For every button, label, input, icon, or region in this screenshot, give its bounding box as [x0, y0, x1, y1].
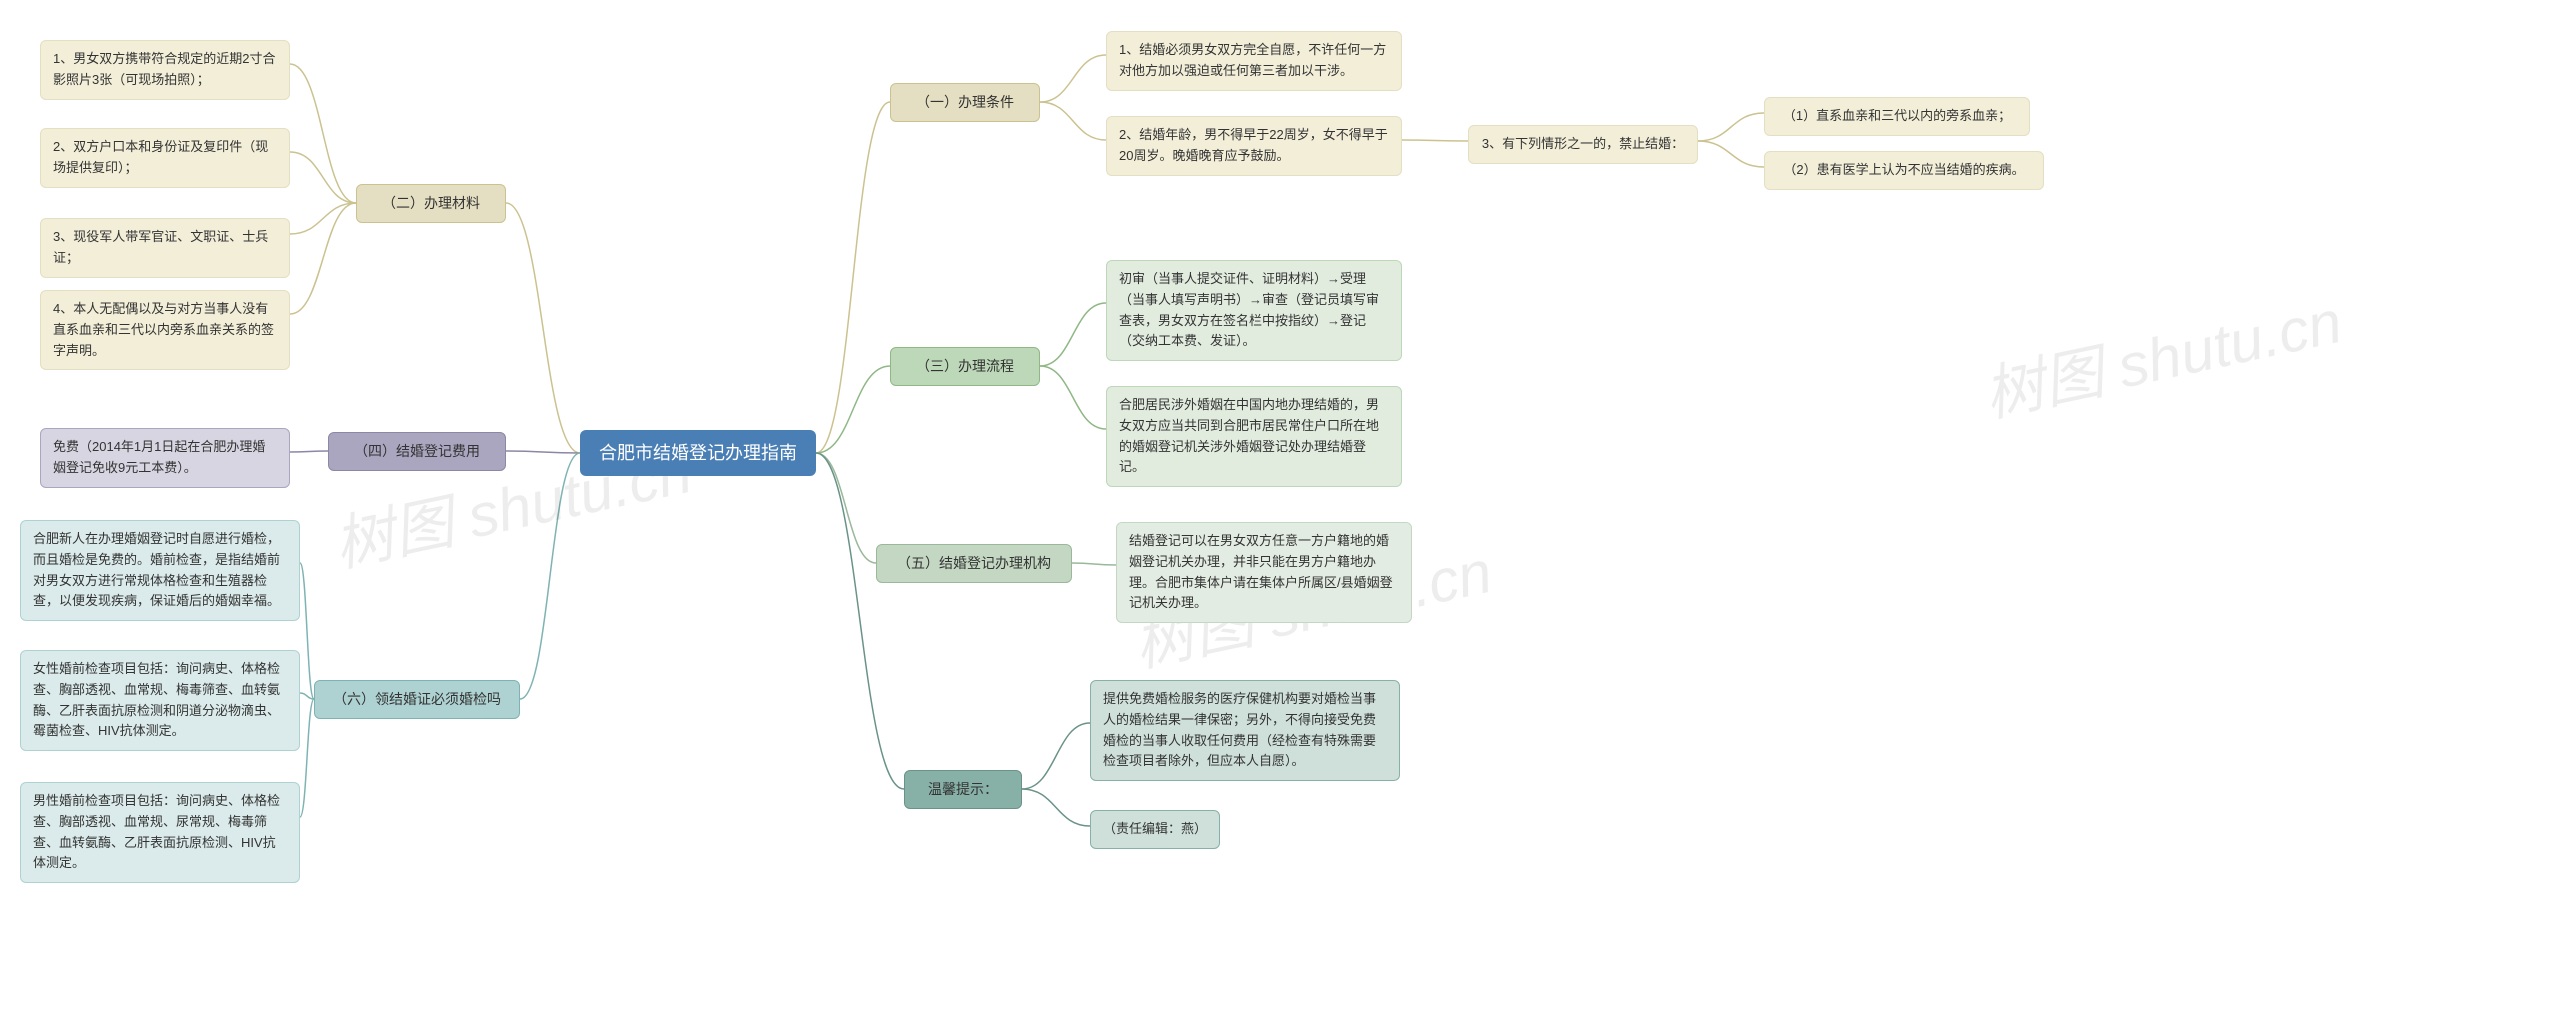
leaf-node[interactable]: 4、本人无配偶以及与对方当事人没有直系血亲和三代以内旁系血亲关系的签字声明。 [40, 290, 290, 370]
leaf-node[interactable]: 初审（当事人提交证件、证明材料）→受理（当事人填写声明书）→审查（登记员填写审查… [1106, 260, 1402, 361]
mindmap-canvas: 树图 shutu.cn树图 shutu.cn树图 shutu.cn合肥市结婚登记… [0, 0, 2560, 1035]
leaf-node[interactable]: 1、男女双方携带符合规定的近期2寸合影照片3张（可现场拍照）； [40, 40, 290, 100]
leaf-node[interactable]: 男性婚前检查项目包括：询问病史、体格检查、胸部透视、血常规、尿常规、梅毒筛查、血… [20, 782, 300, 883]
leaf-node[interactable]: （1）直系血亲和三代以内的旁系血亲； [1764, 97, 2030, 136]
leaf-node[interactable]: 免费（2014年1月1日起在合肥办理婚姻登记免收9元工本费）。 [40, 428, 290, 488]
leaf-node[interactable]: 结婚登记可以在男女双方任意一方户籍地的婚姻登记机关办理，并非只能在男方户籍地办理… [1116, 522, 1412, 623]
section-node[interactable]: 温馨提示： [904, 770, 1022, 809]
leaf-node[interactable]: （责任编辑：燕） [1090, 810, 1220, 849]
leaf-node[interactable]: 提供免费婚检服务的医疗保健机构要对婚检当事人的婚检结果一律保密；另外，不得向接受… [1090, 680, 1400, 781]
section-node[interactable]: （五）结婚登记办理机构 [876, 544, 1072, 583]
root-node[interactable]: 合肥市结婚登记办理指南 [580, 430, 816, 476]
leaf-node[interactable]: 3、现役军人带军官证、文职证、士兵证； [40, 218, 290, 278]
leaf-node[interactable]: 2、双方户口本和身份证及复印件（现场提供复印）； [40, 128, 290, 188]
leaf-node[interactable]: 2、结婚年龄，男不得早于22周岁，女不得早于20周岁。晚婚晚育应予鼓励。 [1106, 116, 1402, 176]
leaf-node[interactable]: 合肥新人在办理婚姻登记时自愿进行婚检，而且婚检是免费的。婚前检查，是指结婚前对男… [20, 520, 300, 621]
section-node[interactable]: （六）领结婚证必须婚检吗 [314, 680, 520, 719]
leaf-node[interactable]: 3、有下列情形之一的，禁止结婚： [1468, 125, 1698, 164]
section-node[interactable]: （三）办理流程 [890, 347, 1040, 386]
section-node[interactable]: （四）结婚登记费用 [328, 432, 506, 471]
watermark: 树图 shutu.cn [1975, 273, 2349, 434]
leaf-node[interactable]: 合肥居民涉外婚姻在中国内地办理结婚的，男女双方应当共同到合肥市居民常住户口所在地… [1106, 386, 1402, 487]
section-node[interactable]: （二）办理材料 [356, 184, 506, 223]
leaf-node[interactable]: 1、结婚必须男女双方完全自愿，不许任何一方对他方加以强迫或任何第三者加以干涉。 [1106, 31, 1402, 91]
leaf-node[interactable]: 女性婚前检查项目包括：询问病史、体格检查、胸部透视、血常规、梅毒筛查、血转氨酶、… [20, 650, 300, 751]
section-node[interactable]: （一）办理条件 [890, 83, 1040, 122]
leaf-node[interactable]: （2）患有医学上认为不应当结婚的疾病。 [1764, 151, 2044, 190]
